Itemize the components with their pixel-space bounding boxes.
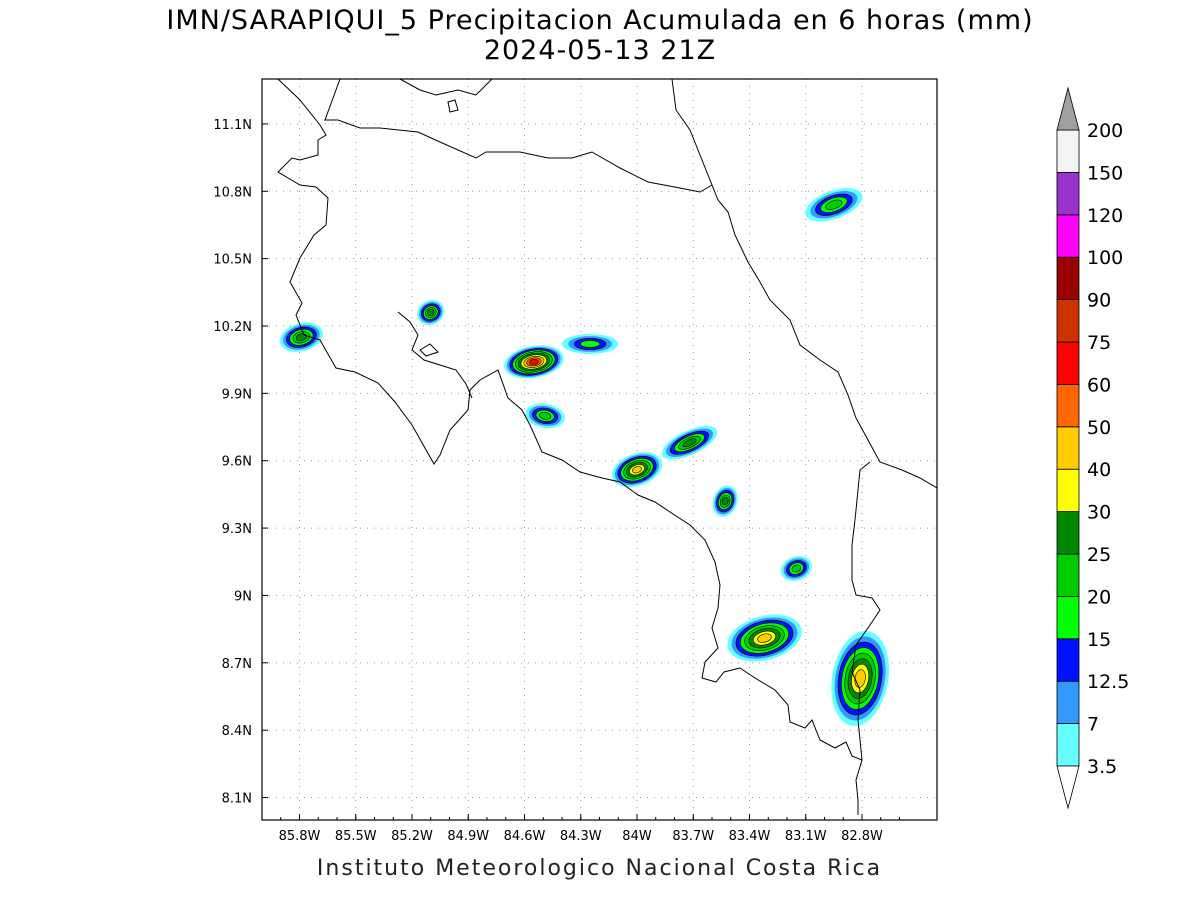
colorbar-level-label: 60: [1087, 374, 1111, 396]
colorbar-segment: [1056, 553, 1080, 597]
lon-tick-label: 84.3W: [560, 829, 602, 844]
lon-tick-label: 85.5W: [335, 829, 377, 844]
colorbar-segment: [1056, 596, 1080, 640]
nicoya-inner-coast: [397, 311, 473, 399]
lat-tick-label: 10.2N: [213, 320, 252, 335]
lake-nicaragua-shore: [399, 79, 493, 96]
lon-tick-label: 84.6W: [504, 829, 546, 844]
lat-tick-label: 10.5N: [213, 253, 252, 268]
precip-contour: [539, 411, 552, 420]
precip-cell: [780, 555, 812, 582]
colorbar-level-label: 200: [1087, 120, 1123, 142]
precip-cell: [562, 333, 619, 354]
colorbar-top-arrow: [1056, 86, 1080, 131]
colorbar-level-label: 20: [1087, 586, 1111, 608]
colorbar-level-label: 12.5: [1087, 671, 1129, 693]
colorbar-segment: [1056, 299, 1080, 343]
colorbar-level-label: 25: [1087, 544, 1111, 566]
precip-contour: [721, 497, 729, 506]
longitude-axis: 85.8W 85.5W 85.2W 84.9W 84.6W 84.3W 84W 83.7W 83…: [279, 814, 900, 844]
lon-tick-label: 83.4W: [729, 829, 771, 844]
precip-contour: [791, 564, 802, 573]
colorbar-segment: [1056, 256, 1080, 301]
caribbean-coastline: [671, 79, 937, 489]
precip-contour: [529, 359, 539, 365]
colorbar-level-label: 30: [1087, 502, 1111, 524]
colorbar-bottom-arrow: [1056, 765, 1080, 810]
precip-cell: [611, 452, 663, 488]
lat-tick-label: 11.1N: [213, 118, 252, 133]
lat-tick-label: 8.4N: [222, 724, 252, 739]
precip-contour: [757, 633, 772, 643]
lat-tick-label: 8.7N: [222, 657, 252, 672]
lon-tick-label: 83.7W: [672, 829, 714, 844]
colorbar-level-label: 50: [1087, 417, 1111, 439]
colorbar-level-label: 90: [1087, 290, 1111, 312]
colorbar-level-label: 75: [1087, 332, 1111, 354]
lat-tick-label: 9N: [234, 589, 252, 604]
precip-contour: [632, 466, 642, 474]
colorbar-segment: [1056, 129, 1080, 173]
precip-cell: [831, 631, 889, 727]
lon-tick-label: 82.8W: [841, 829, 883, 844]
precip-cell: [417, 299, 445, 326]
map-title: IMN/SARAPIQUI_5 Precipitacion Acumulada …: [166, 5, 1034, 36]
colorbar-segment: [1056, 511, 1080, 555]
colorbar-segment: [1056, 638, 1080, 682]
nicaragua-border: [324, 79, 713, 193]
map-footer-credit: Instituto Meteorologico Nacional Costa R…: [316, 856, 883, 881]
colorbar-level-label: 100: [1087, 247, 1123, 269]
small-island: [447, 99, 459, 113]
pacific-coastline: [277, 79, 863, 815]
lat-tick-label: 9.9N: [222, 387, 252, 402]
colorbar-segment: [1056, 383, 1080, 428]
colorbar-level-label: 7: [1087, 714, 1099, 736]
lon-tick-label: 84W: [622, 829, 652, 844]
colorbar-segment: [1056, 680, 1080, 725]
precip-contour: [580, 340, 601, 348]
colorbar-level-label: 40: [1087, 459, 1111, 481]
gulf-of-nicoya-island: [419, 343, 439, 357]
precip-cell: [712, 485, 738, 517]
lat-tick-label: 10.8N: [213, 185, 252, 200]
lat-tick-label: 9.6N: [222, 455, 252, 470]
lon-tick-label: 83.1W: [785, 829, 827, 844]
precip-cell: [279, 322, 323, 352]
colorbar-segment: [1056, 171, 1080, 216]
lon-tick-label: 84.9W: [447, 829, 489, 844]
lon-tick-label: 85.2W: [391, 829, 433, 844]
precip-cell: [504, 345, 564, 379]
panama-border: [851, 461, 881, 761]
colorbar-level-label: 3.5: [1087, 756, 1117, 778]
precip-contour: [682, 438, 697, 448]
colorbar-level-label: 15: [1087, 629, 1111, 651]
precip-cell: [525, 403, 565, 429]
colorbar-segment: [1056, 426, 1080, 470]
map-grid: [262, 79, 937, 820]
precip-cell: [727, 614, 802, 662]
lon-tick-label: 85.8W: [279, 829, 321, 844]
precipitation-colorbar: 3.5 7 12.5 15 20 25 30 40 50 60 75 90 100 120 150 200: [1056, 86, 1129, 810]
colorbar-level-label: 150: [1087, 162, 1123, 184]
colorbar-segment: [1056, 214, 1080, 258]
coastline-outline: [277, 79, 937, 815]
precip-cell: [661, 426, 718, 460]
precipitation-cells: [279, 188, 889, 727]
colorbar-segment: [1056, 468, 1080, 513]
latitude-axis: 8.1N 8.4N 8.7N 9N 9.3N 9.6N 9.9N 10.2N 10.5N 10.8…: [213, 118, 268, 807]
colorbar-segment: [1056, 341, 1080, 385]
colorbar-segment: [1056, 723, 1080, 767]
precip-contour: [825, 199, 843, 210]
lat-tick-label: 8.1N: [222, 792, 252, 807]
colorbar-level-label: 120: [1087, 205, 1123, 227]
map-subtitle-time: 2024-05-13 21Z: [483, 35, 717, 66]
precip-cell: [805, 188, 863, 222]
lat-tick-label: 9.3N: [222, 522, 252, 537]
precip-contour: [427, 309, 435, 316]
